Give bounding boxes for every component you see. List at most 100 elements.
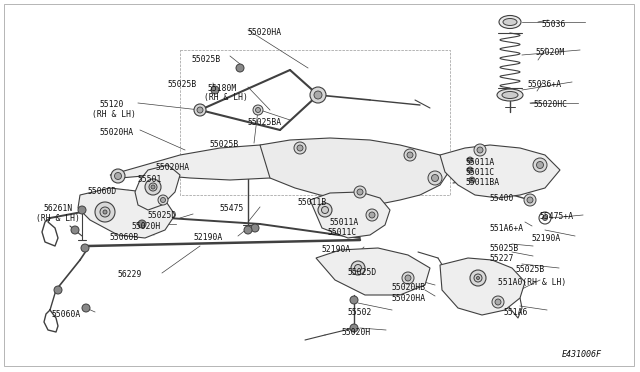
Text: E431006F: E431006F xyxy=(562,350,602,359)
Bar xyxy=(180,50,450,195)
Circle shape xyxy=(297,145,303,151)
Text: 55011C: 55011C xyxy=(466,168,495,177)
Circle shape xyxy=(533,158,547,172)
Circle shape xyxy=(350,296,358,304)
Circle shape xyxy=(321,206,328,214)
Circle shape xyxy=(492,296,504,308)
Circle shape xyxy=(470,270,486,286)
Circle shape xyxy=(151,185,155,189)
Text: 551A6+A: 551A6+A xyxy=(490,224,524,233)
Text: 55020HC: 55020HC xyxy=(534,100,568,109)
Circle shape xyxy=(318,203,332,217)
Text: 52190A: 52190A xyxy=(194,233,223,242)
Text: 55120: 55120 xyxy=(100,100,124,109)
Ellipse shape xyxy=(497,89,523,101)
Circle shape xyxy=(310,87,326,103)
Circle shape xyxy=(54,286,62,294)
Circle shape xyxy=(405,275,411,281)
Circle shape xyxy=(354,186,366,198)
Circle shape xyxy=(536,161,543,169)
Text: 52190A: 52190A xyxy=(322,245,351,254)
Polygon shape xyxy=(78,188,175,238)
Circle shape xyxy=(428,171,442,185)
Circle shape xyxy=(527,197,533,203)
Circle shape xyxy=(211,86,219,94)
Text: 55501: 55501 xyxy=(138,175,163,184)
Text: 55011A: 55011A xyxy=(466,158,495,167)
Text: 55025B: 55025B xyxy=(490,244,519,253)
Text: 55180M: 55180M xyxy=(208,84,237,93)
Circle shape xyxy=(355,264,362,272)
Text: 55011C: 55011C xyxy=(328,228,357,237)
Ellipse shape xyxy=(503,19,517,26)
Text: 55011BA: 55011BA xyxy=(466,178,500,187)
Circle shape xyxy=(158,195,168,205)
Text: 55025D: 55025D xyxy=(348,268,377,277)
Text: (RH & LH): (RH & LH) xyxy=(92,110,136,119)
Circle shape xyxy=(78,206,86,214)
Text: 55020HA: 55020HA xyxy=(155,163,189,172)
Circle shape xyxy=(95,202,115,222)
Circle shape xyxy=(253,105,263,115)
Circle shape xyxy=(357,189,363,195)
Text: 55227: 55227 xyxy=(490,254,515,263)
Polygon shape xyxy=(110,145,310,180)
Text: 55025B: 55025B xyxy=(168,80,197,89)
Text: 55400: 55400 xyxy=(490,194,515,203)
Circle shape xyxy=(407,152,413,158)
Circle shape xyxy=(524,194,536,206)
Text: (RH & LH): (RH & LH) xyxy=(204,93,248,102)
Text: 55020HA: 55020HA xyxy=(248,28,282,37)
Circle shape xyxy=(431,174,438,182)
Circle shape xyxy=(149,183,157,191)
Polygon shape xyxy=(135,165,180,210)
Circle shape xyxy=(111,169,125,183)
Circle shape xyxy=(469,177,475,183)
Circle shape xyxy=(244,226,252,234)
Text: 55025B: 55025B xyxy=(210,140,239,149)
Circle shape xyxy=(236,64,244,72)
Polygon shape xyxy=(440,145,560,198)
Text: 551A0(RH & LH): 551A0(RH & LH) xyxy=(498,278,566,287)
Text: 55020HA: 55020HA xyxy=(100,128,134,137)
Text: 55020H: 55020H xyxy=(342,328,371,337)
Text: 55011A: 55011A xyxy=(330,218,359,227)
Text: 55011B: 55011B xyxy=(298,198,327,207)
Polygon shape xyxy=(440,258,525,315)
Circle shape xyxy=(474,274,482,282)
Circle shape xyxy=(366,209,378,221)
Circle shape xyxy=(467,167,473,173)
Circle shape xyxy=(100,207,110,217)
Text: 551A6: 551A6 xyxy=(504,308,529,317)
Circle shape xyxy=(467,157,473,163)
Circle shape xyxy=(495,299,501,305)
Circle shape xyxy=(351,261,365,275)
Polygon shape xyxy=(310,192,390,238)
Text: 55025D: 55025D xyxy=(148,211,177,220)
Circle shape xyxy=(314,91,322,99)
Text: (RH & LH): (RH & LH) xyxy=(36,214,80,223)
Circle shape xyxy=(477,147,483,153)
Circle shape xyxy=(477,276,479,279)
Circle shape xyxy=(369,212,375,218)
Circle shape xyxy=(543,215,547,221)
Circle shape xyxy=(81,244,89,252)
Text: 55475+A: 55475+A xyxy=(540,212,574,221)
Polygon shape xyxy=(260,138,450,205)
Circle shape xyxy=(161,198,166,202)
Circle shape xyxy=(103,210,107,214)
Text: 55060B: 55060B xyxy=(110,233,140,242)
Text: 55036: 55036 xyxy=(542,20,566,29)
Circle shape xyxy=(350,324,358,332)
Text: 55036+A: 55036+A xyxy=(528,80,562,89)
Text: 55025B: 55025B xyxy=(192,55,221,64)
Circle shape xyxy=(145,179,161,195)
Text: 55060A: 55060A xyxy=(52,310,81,319)
Text: 55060D: 55060D xyxy=(88,187,117,196)
Text: 55475: 55475 xyxy=(220,204,244,213)
Circle shape xyxy=(474,144,486,156)
Text: 56261N: 56261N xyxy=(44,204,73,213)
Text: 56229: 56229 xyxy=(118,270,142,279)
Text: 55025B: 55025B xyxy=(516,265,545,274)
Text: 55025BA: 55025BA xyxy=(248,118,282,127)
